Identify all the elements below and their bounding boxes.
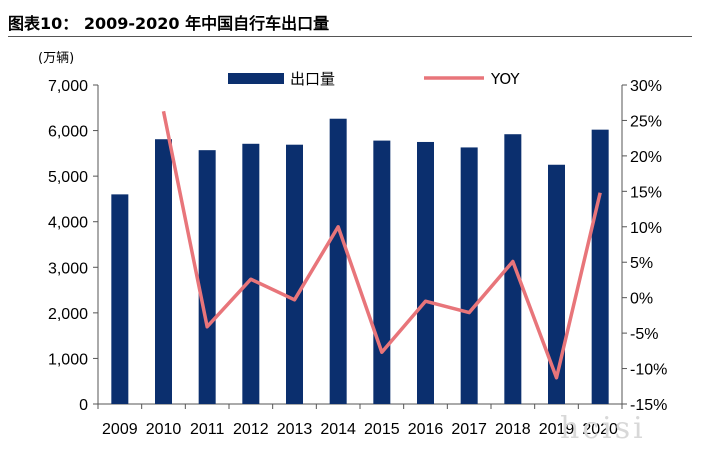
y-left-tick-label: 6,000 (48, 124, 88, 141)
legend-label-bar: 出口量 (290, 70, 335, 88)
y-left-tick-label: 0 (79, 397, 88, 414)
x-tick-label: 2016 (408, 421, 444, 438)
x-tick-label: 2014 (320, 421, 356, 438)
y-left-unit-label: (万辆) (38, 51, 74, 66)
x-tick-label: 2010 (146, 421, 182, 438)
axes: 0 1,000 2,000 3,000 4,000 5,000 6,000 7,000 -15%… (48, 78, 667, 438)
y-right-tick-label: 10% (630, 220, 662, 237)
x-tick-label: 2009 (102, 421, 138, 438)
x-tick-label: 2013 (277, 421, 313, 438)
legend: 出口量 YOY (228, 70, 520, 88)
bar (504, 134, 522, 404)
y-left-tick-label: 7,000 (48, 78, 88, 95)
bar-series (111, 118, 609, 405)
bar (460, 147, 478, 404)
y-right-tick-label: 30% (630, 78, 662, 95)
bar (417, 141, 434, 404)
bar (242, 143, 260, 404)
y-right-tick-label: 20% (630, 149, 662, 166)
x-tick-label: 2015 (364, 421, 400, 438)
y-left-tick-label: 2,000 (48, 306, 88, 323)
bar (111, 194, 129, 404)
x-tick-label: 2011 (190, 421, 225, 438)
bar (548, 164, 565, 404)
y-right-tick-label: -5% (630, 326, 658, 343)
y-right-tick-label: 15% (630, 184, 662, 201)
x-tick-label: 2020 (582, 421, 618, 438)
legend-swatch-bar (228, 73, 284, 84)
bar (286, 144, 303, 404)
x-tick-label: 2017 (451, 421, 487, 438)
yoy-line (161, 110, 602, 380)
bar (155, 139, 172, 405)
bar (329, 118, 347, 405)
watermark: hcisi (560, 411, 646, 446)
y-left-tick-label: 4,000 (48, 215, 88, 232)
y-right-tick-label: 25% (630, 113, 662, 130)
bar (373, 140, 391, 404)
y-right-tick-label: -10% (630, 362, 667, 379)
chart-title: 图表10： 2009-2020 年中国自行车出口量 (8, 14, 330, 33)
y-right-tick-label: 0% (630, 291, 653, 308)
y-left-tick-label: 1,000 (48, 351, 88, 368)
y-left-tick-label: 3,000 (48, 260, 88, 277)
title-divider (8, 36, 692, 37)
bar (591, 129, 609, 404)
legend-label-line: YOY (490, 70, 520, 88)
y-left-tick-label: 5,000 (48, 169, 88, 186)
bar (198, 150, 216, 404)
y-right-tick-label: -15% (630, 397, 667, 414)
x-tick-label: 2019 (539, 421, 575, 438)
line-series (161, 110, 602, 380)
x-tick-label: 2012 (233, 421, 269, 438)
x-tick-label: 2018 (495, 421, 531, 438)
y-right-tick-label: 5% (630, 255, 653, 272)
